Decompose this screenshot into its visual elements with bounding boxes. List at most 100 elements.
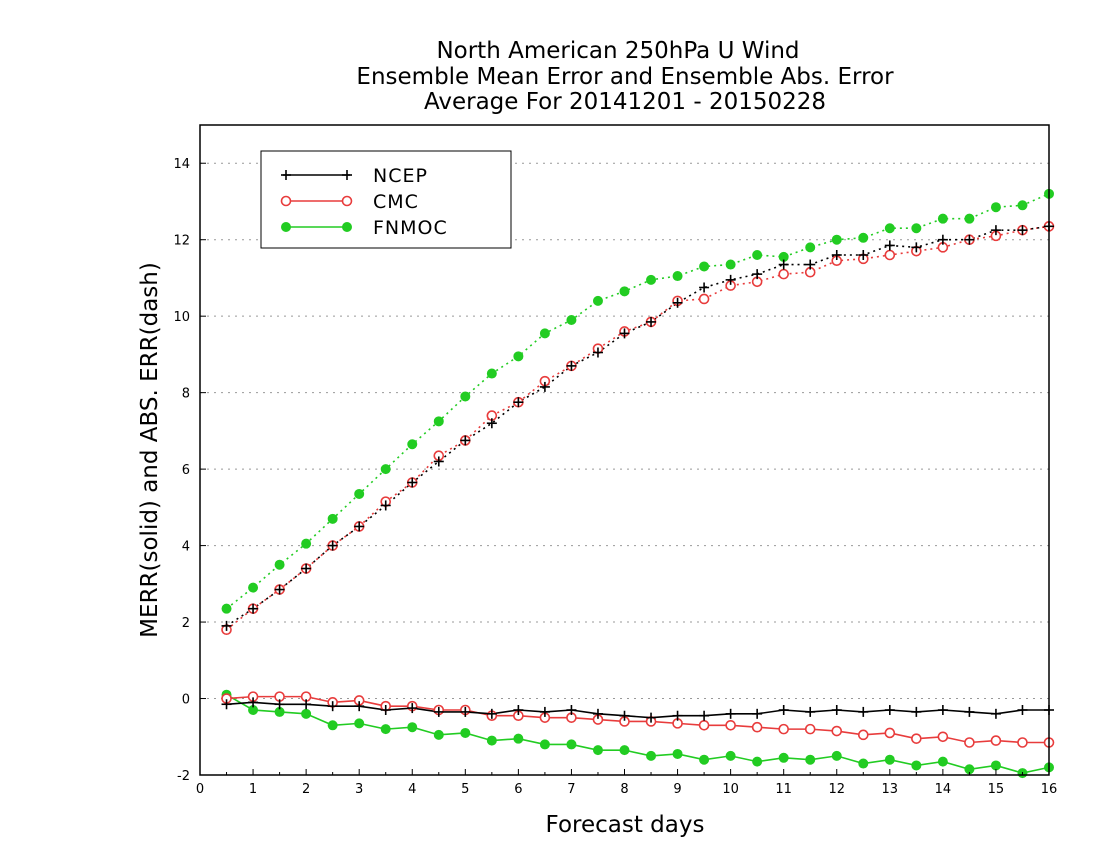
ncep-merr-point [858,706,869,717]
y-tick-label: -2 [177,769,190,784]
x-tick-label: 16 [1041,782,1058,797]
ncep-abs-err-point [274,584,285,595]
ncep-merr-point [990,708,1001,719]
y-tick-label: 8 [182,387,190,402]
ncep-merr-point [725,708,736,719]
fnmoc-abs-err-point [1017,200,1028,211]
fnmoc-abs-err-line [226,193,1050,610]
ncep-abs-err-point [566,360,577,371]
x-tick-label: 7 [567,782,575,797]
ncep-abs-err-point [911,242,922,253]
ncep-abs-err-point [327,540,338,551]
fnmoc-abs-err-point [646,274,657,285]
ncep-merr-line [226,701,1049,719]
x-tick-label: 4 [408,782,416,797]
legend-label-fnmoc: FNMOC [373,217,448,239]
fnmoc-abs-err-point [831,234,842,245]
fnmoc-merr-point [327,720,338,731]
fnmoc-abs-err-point [619,286,630,297]
fnmoc-abs-err-point [327,513,338,524]
y-axis-label: MERR(solid) and ABS. ERR(dash) [137,262,163,638]
cmc-merr-line [226,695,1049,744]
fnmoc-abs-err-point [858,232,869,243]
fnmoc-merr-point [566,739,577,750]
chart-title-line-3: Average For 20141201 - 20150228 [424,89,826,115]
y-tick-label: 12 [173,234,190,249]
ncep-merr-point [672,710,683,721]
ncep-merr-point [831,705,842,715]
fnmoc-abs-err-point [354,488,365,499]
cmc-merr-point [937,731,949,743]
ncep-abs-err-point [858,250,869,260]
ncep-merr-point [884,705,895,715]
ncep-merr-point [513,705,524,715]
fnmoc-merr-point [858,758,869,769]
fnmoc-abs-err-point [380,464,391,475]
ncep-merr-point [964,706,975,717]
grid-lines [200,162,1049,776]
chart-title-line-1: North American 250hPa U Wind [436,38,799,64]
cmc-abs-err-point [884,249,896,261]
x-tick-label: 12 [828,782,845,797]
fnmoc-abs-err-point [964,213,975,224]
cmc-abs-err-point [778,268,789,280]
chart-title-line-2: Ensemble Mean Error and Ensemble Abs. Er… [356,64,894,90]
y-tick-label: 6 [182,463,190,478]
fnmoc-abs-err-point [221,603,232,614]
fnmoc-abs-err-point [301,538,312,549]
ncep-abs-err-point [672,297,683,308]
fnmoc-merr-point [778,752,789,763]
ncep-merr-point [699,710,710,721]
ncep-abs-err-point [248,603,259,614]
cmc-merr-point [725,719,736,731]
cmc-merr-point [804,723,816,735]
x-tick-label: 14 [935,782,952,797]
x-tick-label: 15 [988,782,1005,797]
x-tick-label: 13 [882,782,899,797]
legend-label-cmc: CMC [373,191,419,213]
ncep-abs-err-point [778,259,789,270]
ncep-merr-point [274,699,285,710]
ncep-merr-point [566,705,577,715]
fnmoc-merr-point [354,718,365,729]
ncep-merr-point [221,699,232,710]
y-tick-label: 4 [182,540,190,555]
fnmoc-merr-point [619,745,630,756]
fnmoc-abs-err-point [937,213,948,224]
x-tick-label: 1 [249,782,257,797]
fnmoc-merr-point [752,756,763,767]
x-axis-label: Forecast days [546,812,705,838]
ncep-abs-err-point [460,435,471,446]
ncep-abs-err-point [884,240,895,251]
legend-box [260,150,512,249]
ncep-abs-err-point [699,282,710,293]
ncep-merr-point [380,705,391,715]
x-tick-label: 3 [355,782,363,797]
fnmoc-abs-err-point [248,582,259,593]
fnmoc-abs-err-point [539,328,550,339]
ncep-merr-point [539,706,550,717]
x-tick-label: 10 [722,782,739,797]
y-axis-ticks: -2 0 2 4 6 8 10 12 14 [173,157,206,784]
ncep-abs-err-point [990,225,1001,236]
fnmoc-abs-err-point [513,351,524,362]
fnmoc-abs-err-point [592,295,603,306]
fnmoc-abs-err-point [752,250,763,260]
ncep-abs-err-line [226,225,1050,627]
ncep-merr-point [646,712,657,723]
ncep-abs-err-point [539,381,550,392]
cmc-merr-point [884,727,896,739]
ncep-merr-point [592,708,603,719]
cmc-merr-point [778,723,789,735]
ncep-abs-err-point [619,328,630,339]
x-tick-label: 6 [514,782,522,797]
ncep-abs-err-point [433,456,444,467]
fnmoc-merr-point [646,750,657,761]
ncep-abs-err-point [407,477,418,488]
cmc-merr-point [751,721,763,733]
fnmoc-abs-err-point [672,271,683,282]
ncep-merr-point [1017,705,1028,715]
legend-marker-fnmoc [281,222,291,232]
fnmoc-abs-err-point [486,368,497,379]
